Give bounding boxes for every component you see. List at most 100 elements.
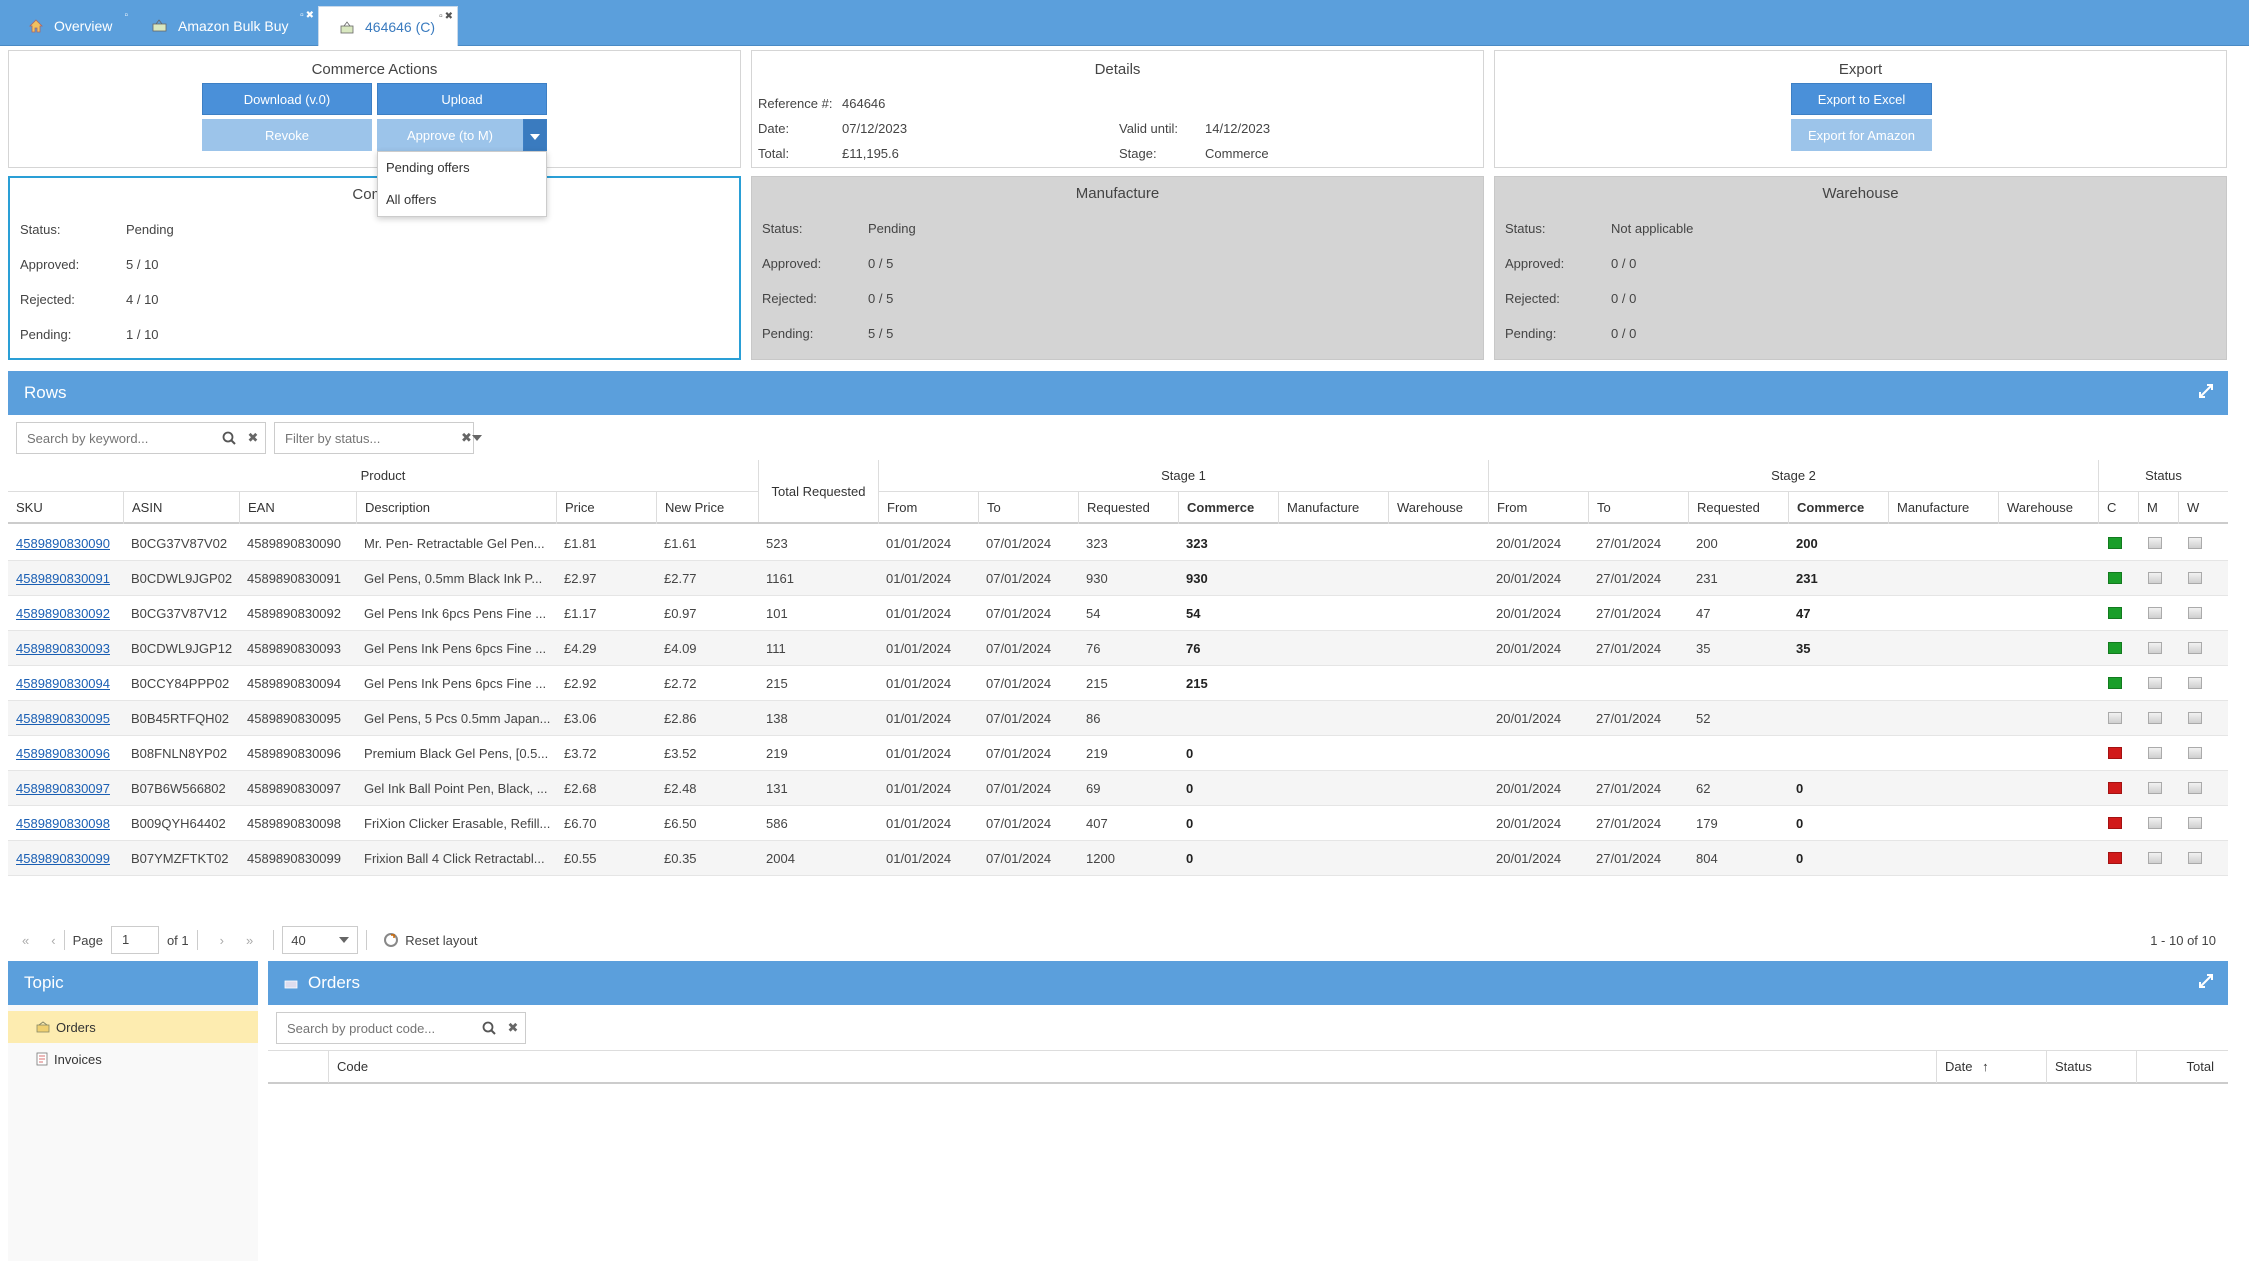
col-s2-warehouse[interactable]: Warehouse	[1998, 492, 2098, 524]
col-m[interactable]: M	[2138, 492, 2178, 524]
col-c[interactable]: C	[2098, 492, 2138, 524]
menu-item-all-offers[interactable]: All offers	[386, 192, 437, 207]
table-row[interactable]: 4589890830090 B0CG37V87V02 4589890830090 Mr…	[8, 526, 2228, 561]
reset-layout-button[interactable]: Reset layout	[383, 932, 477, 948]
table-row[interactable]: 4589890830093 B0CDWL9JGP12 4589890830093 Ge…	[8, 631, 2228, 666]
table-row[interactable]: 4589890830095 B0B45RTFQH02 4589890830095 Ge…	[8, 701, 2228, 736]
col-sku[interactable]: SKU	[16, 500, 43, 515]
status-m-indicator[interactable]	[2148, 747, 2162, 759]
topic-item-invoices[interactable]: Invoices	[8, 1043, 258, 1075]
col-asin[interactable]: ASIN	[123, 492, 239, 524]
stage-commerce-panel[interactable]: Comm Status: Pending Approved: 5 / 10 Reje…	[8, 176, 741, 360]
cell-sku[interactable]: 4589890830096	[16, 746, 110, 761]
status-c-indicator[interactable]	[2108, 747, 2122, 759]
status-w-indicator[interactable]	[2188, 817, 2202, 829]
col-total[interactable]: Total	[2136, 1051, 2228, 1083]
stage-warehouse-panel[interactable]: Warehouse Status: Not applicable Approved…	[1494, 176, 2227, 360]
first-page-icon[interactable]: «	[22, 932, 30, 948]
clear-icon[interactable]: ✖	[247, 430, 259, 445]
status-c-indicator[interactable]	[2108, 782, 2122, 794]
col-new-price[interactable]: New Price	[656, 492, 758, 524]
col-description[interactable]: Description	[356, 492, 556, 524]
status-m-indicator[interactable]	[2148, 677, 2162, 689]
upload-button[interactable]: Upload	[377, 83, 547, 115]
status-c-indicator[interactable]	[2108, 677, 2122, 689]
status-m-indicator[interactable]	[2148, 782, 2162, 794]
table-row[interactable]: 4589890830094 B0CCY84PPP02 4589890830094 Ge…	[8, 666, 2228, 701]
col-s1-to[interactable]: To	[978, 492, 1078, 524]
status-c-indicator[interactable]	[2108, 607, 2122, 619]
status-w-indicator[interactable]	[2188, 712, 2202, 724]
status-w-indicator[interactable]	[2188, 677, 2202, 689]
export-amazon-button[interactable]: Export for Amazon	[1791, 119, 1932, 151]
col-s2-manufacture[interactable]: Manufacture	[1888, 492, 1998, 524]
pin-icon[interactable]: ▫	[300, 10, 304, 21]
col-price[interactable]: Price	[556, 492, 656, 524]
status-c-indicator[interactable]	[2108, 642, 2122, 654]
cell-sku[interactable]: 4589890830097	[16, 781, 110, 796]
pin-icon[interactable]: ▫	[124, 10, 128, 21]
export-excel-button[interactable]: Export to Excel	[1791, 83, 1932, 115]
close-icon[interactable]: ✖	[305, 10, 314, 21]
cell-sku[interactable]: 4589890830098	[16, 816, 110, 831]
cell-sku[interactable]: 4589890830095	[16, 711, 110, 726]
col-ean[interactable]: EAN	[239, 492, 356, 524]
cell-sku[interactable]: 4589890830092	[16, 606, 110, 621]
col-s1-from[interactable]: From	[878, 492, 978, 524]
status-c-indicator[interactable]	[2108, 537, 2122, 549]
col-date[interactable]: Date ↑	[1936, 1051, 2046, 1083]
cell-sku[interactable]: 4589890830099	[16, 851, 110, 866]
status-w-indicator[interactable]	[2188, 747, 2202, 759]
status-m-indicator[interactable]	[2148, 642, 2162, 654]
table-row[interactable]: 4589890830099 B07YMZFTKT02 4589890830099 Fr…	[8, 841, 2228, 876]
expand-icon[interactable]	[2198, 973, 2214, 994]
cell-sku[interactable]: 4589890830091	[16, 571, 110, 586]
page-size-select[interactable]: 40	[282, 926, 359, 954]
status-c-indicator[interactable]	[2108, 817, 2122, 829]
status-w-indicator[interactable]	[2188, 852, 2202, 864]
col-w[interactable]: W	[2178, 492, 2228, 524]
status-c-indicator[interactable]	[2108, 712, 2122, 724]
status-m-indicator[interactable]	[2148, 852, 2162, 864]
col-status[interactable]: Status	[2046, 1051, 2136, 1083]
table-row[interactable]: 4589890830097 B07B6W566802 4589890830097 Ge…	[8, 771, 2228, 806]
topic-item-orders[interactable]: Orders	[8, 1011, 258, 1043]
status-w-indicator[interactable]	[2188, 607, 2202, 619]
keyword-search-input[interactable]	[17, 430, 217, 446]
status-w-indicator[interactable]	[2188, 537, 2202, 549]
approve-button[interactable]: Approve (to M)	[377, 119, 523, 151]
col-s2-requested[interactable]: Requested	[1688, 492, 1788, 524]
search-icon[interactable]	[477, 1021, 501, 1035]
menu-item-pending-offers[interactable]: Pending offers	[386, 160, 470, 175]
table-row[interactable]: 4589890830092 B0CG37V87V12 4589890830092 Ge…	[8, 596, 2228, 631]
status-m-indicator[interactable]	[2148, 572, 2162, 584]
status-filter-input[interactable]	[275, 430, 461, 446]
next-page-icon[interactable]: ›	[219, 932, 224, 948]
status-c-indicator[interactable]	[2108, 852, 2122, 864]
col-code[interactable]: Code	[328, 1051, 1928, 1083]
clear-icon[interactable]: ✖	[507, 1020, 519, 1035]
col-s1-manufacture[interactable]: Manufacture	[1278, 492, 1388, 524]
close-icon[interactable]: ✖	[444, 11, 453, 22]
status-c-indicator[interactable]	[2108, 572, 2122, 584]
col-s1-warehouse[interactable]: Warehouse	[1388, 492, 1488, 524]
col-s1-requested[interactable]: Requested	[1078, 492, 1178, 524]
table-row[interactable]: 4589890830091 B0CDWL9JGP02 4589890830091 Ge…	[8, 561, 2228, 596]
status-w-indicator[interactable]	[2188, 782, 2202, 794]
tab-overview[interactable]: Overview ▫	[8, 6, 132, 46]
cell-sku[interactable]: 4589890830094	[16, 676, 110, 691]
chevron-down-icon[interactable]	[471, 435, 482, 441]
clear-icon[interactable]: ✖	[461, 430, 472, 445]
status-m-indicator[interactable]	[2148, 607, 2162, 619]
download-button[interactable]: Download (v.0)	[202, 83, 372, 115]
expand-icon[interactable]	[2198, 383, 2214, 404]
approve-dropdown-button[interactable]	[523, 119, 547, 151]
cell-sku[interactable]: 4589890830093	[16, 641, 110, 656]
col-s2-from[interactable]: From	[1488, 492, 1588, 524]
status-w-indicator[interactable]	[2188, 572, 2202, 584]
col-s2-to[interactable]: To	[1588, 492, 1688, 524]
status-m-indicator[interactable]	[2148, 712, 2162, 724]
cell-sku[interactable]: 4589890830090	[16, 536, 110, 551]
prev-page-icon[interactable]: ‹	[51, 932, 56, 948]
col-s1-commerce[interactable]: Commerce	[1178, 492, 1278, 524]
